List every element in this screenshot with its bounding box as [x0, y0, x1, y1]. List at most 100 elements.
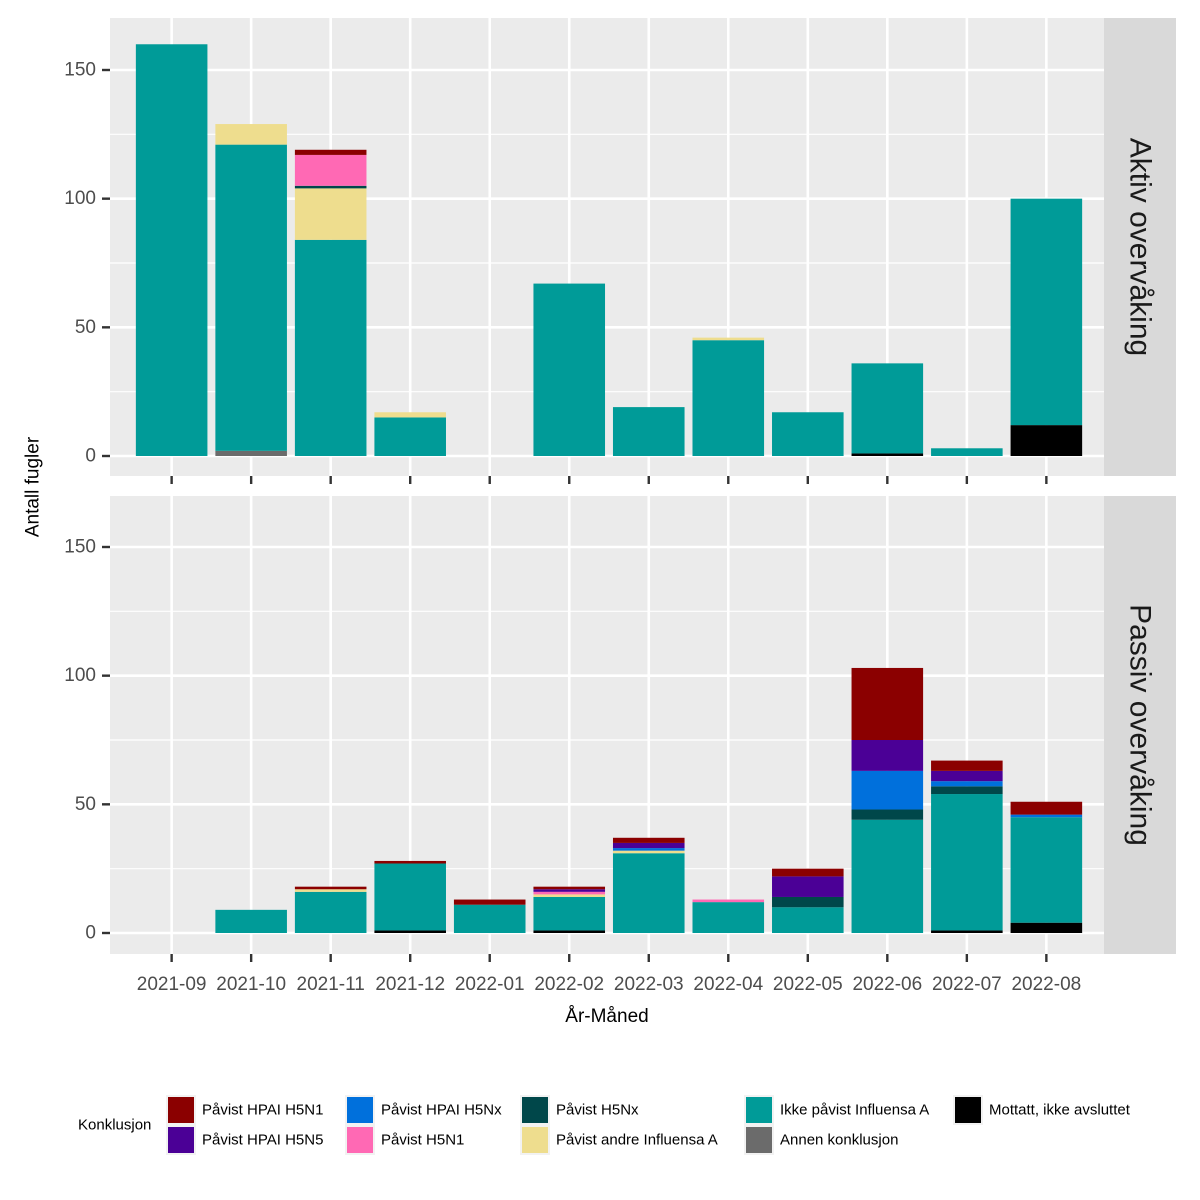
- bar-segment-pavist-h5nx-2022-06: [851, 809, 924, 820]
- bar-segment-ikke-pavist-influensa-a-2022-04: [692, 902, 765, 933]
- legend-item-ikke-pavist-influensa-a: Ikke påvist Influensa A: [744, 1095, 929, 1125]
- y-tick-label: 150: [64, 60, 96, 81]
- bar-segment-pavist-hpai-h5n1-2022-03: [612, 837, 685, 843]
- legend-swatch: [168, 1127, 194, 1153]
- bar-segment-pavist-hpai-h5n5-2022-05: [772, 876, 844, 897]
- x-tick-label: 2021-10: [216, 974, 286, 995]
- bar-segment-pavist-andre-influensa-a-2022-02: [533, 894, 606, 897]
- legend-label: Mottatt, ikke avsluttet: [989, 1102, 1131, 1119]
- bar-segment-pavist-andre-influensa-a-2022-04: [692, 337, 765, 341]
- bar-segment-ikke-pavist-influensa-a-2022-07: [931, 794, 1003, 931]
- bar-segment-pavist-hpai-h5nx-2022-08: [1010, 814, 1083, 818]
- bar-segment-pavist-h5n1-2022-02: [533, 891, 606, 895]
- bar-segment-ikke-pavist-influensa-a-2022-07: [931, 448, 1003, 456]
- legend-label: Påvist andre Influensa A: [556, 1132, 718, 1149]
- legend-label: Påvist HPAI H5Nx: [381, 1102, 502, 1119]
- x-tick-label: 2022-01: [455, 974, 525, 995]
- y-tick-label: 50: [75, 794, 96, 815]
- bar-segment-ikke-pavist-influensa-a-2021-10: [215, 909, 287, 933]
- legend: Konklusjon Påvist HPAI H5N1 Påvist HPAI H…: [78, 1095, 1131, 1155]
- bar-segment-ikke-pavist-influensa-a-2022-02: [533, 896, 606, 931]
- bar-segment-ikke-pavist-influensa-a-2022-06: [851, 819, 924, 933]
- bar-segment-pavist-hpai-h5n1-2021-11: [294, 886, 367, 890]
- legend-swatch: [746, 1127, 772, 1153]
- bar-segment-pavist-hpai-h5n1-2022-01: [453, 899, 526, 905]
- bar-segment-pavist-andre-influensa-a-2021-10: [215, 124, 287, 145]
- bar-segment-pavist-andre-influensa-a-2021-11: [294, 889, 367, 892]
- bar-segment-pavist-h5nx-2022-05: [772, 896, 844, 908]
- y-tick-label: 100: [64, 665, 96, 686]
- bar-segment-ikke-pavist-influensa-a-2022-03: [612, 407, 685, 456]
- bar-segment-ikke-pavist-influensa-a-2022-08: [1010, 817, 1083, 923]
- legend-swatch: [746, 1097, 772, 1123]
- legend-item-pavist-hpai-h5nx: Påvist HPAI H5Nx: [345, 1095, 502, 1125]
- bar-segment-ikke-pavist-influensa-a-2022-05: [772, 412, 844, 456]
- bar-segment-pavist-hpai-h5n1-2022-07: [931, 760, 1003, 771]
- strip-label-passiv: Passiv overvåking: [1124, 604, 1157, 846]
- bar-segment-pavist-h5nx-2022-07: [931, 786, 1003, 795]
- bar-segment-pavist-h5n1-2021-11: [294, 154, 367, 186]
- x-axis-title: År-Måned: [565, 1006, 648, 1027]
- bar-segment-pavist-h5nx-2021-11: [294, 185, 367, 189]
- legend-item-annen-konklusjon: Annen konklusjon: [744, 1125, 898, 1155]
- y-axis-aktiv: 0 50 100 150: [64, 60, 110, 467]
- x-tick-label: 2021-12: [375, 974, 445, 995]
- legend-swatch: [347, 1097, 373, 1123]
- bar-segment-annen-konklusjon-2021-10: [215, 450, 287, 456]
- bar-segment-ikke-pavist-influensa-a-2022-03: [612, 853, 685, 933]
- bar-segment-ikke-pavist-influensa-a-2021-12: [374, 863, 446, 931]
- legend-label: Påvist HPAI H5N1: [202, 1102, 323, 1119]
- x-tick-label: 2021-09: [137, 974, 207, 995]
- legend-item-pavist-h5nx: Påvist H5Nx: [520, 1095, 639, 1125]
- bar-segment-pavist-andre-influensa-a-2021-11: [294, 188, 367, 240]
- bar-segment-pavist-hpai-h5n1-2022-08: [1010, 801, 1083, 815]
- bar-segment-ikke-pavist-influensa-a-2021-09: [135, 44, 208, 457]
- legend-swatch: [955, 1097, 981, 1123]
- y-tick-label: 0: [85, 446, 96, 467]
- bar-segment-pavist-hpai-h5n1-2021-11: [294, 149, 367, 155]
- x-tick-label: 2022-08: [1011, 974, 1081, 995]
- bar-segment-ikke-pavist-influensa-a-2021-12: [374, 417, 446, 456]
- legend-label: Annen konklusjon: [780, 1132, 898, 1149]
- x-tick-label: 2022-04: [693, 974, 763, 995]
- y-axis-passiv: 0 50 100 150: [64, 537, 110, 944]
- bar-segment-mottatt-ikke-avsluttet-2021-12: [374, 930, 446, 933]
- y-tick-label: 100: [64, 188, 96, 209]
- y-tick-label: 50: [75, 317, 96, 338]
- x-tick-label: 2022-06: [852, 974, 922, 995]
- bar-segment-ikke-pavist-influensa-a-2022-05: [772, 907, 844, 933]
- y-tick-label: 0: [85, 923, 96, 944]
- bar-segment-mottatt-ikke-avsluttet-2022-07: [931, 930, 1003, 933]
- panel-passiv: 0 50 100 150 Passiv overvåking: [64, 496, 1176, 954]
- bar-segment-pavist-h5n1-2022-04: [692, 899, 765, 903]
- legend-label: Ikke påvist Influensa A: [780, 1102, 929, 1119]
- bar-segment-pavist-hpai-h5n5-2022-02: [533, 889, 606, 892]
- panel-bars-passiv: [215, 667, 1083, 933]
- legend-swatch: [168, 1097, 194, 1123]
- legend-label: Påvist H5N1: [381, 1132, 464, 1149]
- x-tick-label: 2022-05: [773, 974, 843, 995]
- bar-segment-ikke-pavist-influensa-a-2022-01: [453, 904, 526, 933]
- legend-title: Konklusjon: [78, 1117, 151, 1134]
- bar-segment-pavist-hpai-h5nx-2022-07: [931, 781, 1003, 787]
- x-tick-label: 2022-03: [614, 974, 684, 995]
- bar-segment-pavist-hpai-h5n5-2022-07: [931, 770, 1003, 782]
- bar-segment-mottatt-ikke-avsluttet-2022-02: [533, 930, 606, 933]
- bar-segment-pavist-hpai-h5n5-2022-06: [851, 740, 924, 771]
- legend-item-pavist-hpai-h5n5: Påvist HPAI H5N5: [166, 1125, 323, 1155]
- legend-item-pavist-andre-influensa-a: Påvist andre Influensa A: [520, 1125, 718, 1155]
- legend-swatch: [347, 1127, 373, 1153]
- bar-segment-pavist-hpai-h5n1-2022-06: [851, 667, 924, 740]
- bar-segment-ikke-pavist-influensa-a-2022-06: [851, 363, 924, 454]
- x-tick-label: 2022-02: [534, 974, 604, 995]
- strip-background-aktiv: [1104, 18, 1176, 476]
- panel-aktiv: 0 50 100 150 Aktiv overvåking: [64, 18, 1176, 476]
- legend-item-mottatt-ikke-avsluttet: Mottatt, ikke avsluttet: [953, 1095, 1131, 1125]
- bar-segment-pavist-andre-influensa-a-2022-03: [612, 850, 685, 854]
- bar-segment-pavist-hpai-h5n1-2021-12: [374, 860, 446, 864]
- strip-background-passiv: [1104, 496, 1176, 954]
- bar-segment-pavist-hpai-h5n1-2022-05: [772, 868, 844, 877]
- bar-segment-pavist-hpai-h5nx-2022-06: [851, 770, 924, 810]
- x-axis: 2021-09 2021-10 2021-11 2021-12 2022-01 2022-…: [137, 476, 1081, 995]
- legend-label: Påvist H5Nx: [556, 1102, 639, 1119]
